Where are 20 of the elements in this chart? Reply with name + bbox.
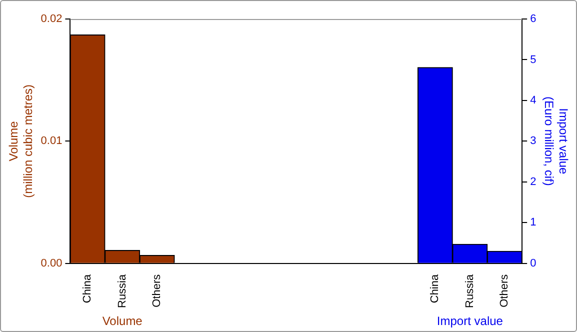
y2-tick-label: 1: [530, 216, 536, 229]
x-tick-label: Russia: [116, 273, 128, 308]
y2-axis-title: Import value (Euro million, cif): [542, 96, 570, 186]
x-tick-label: China: [429, 274, 442, 304]
y2-tick-label: 2: [530, 176, 536, 188]
y2-tick-label: 4: [530, 94, 536, 106]
x-tick-label: Others: [498, 274, 511, 308]
x-tick-label: Others: [151, 274, 164, 308]
y2-tick-label: 6: [530, 13, 536, 26]
y2-tick-label: 5: [530, 54, 536, 66]
x-tick-label: China: [82, 274, 94, 304]
y2-tick-label: 0: [530, 257, 536, 270]
y-tick-label: 0.01: [40, 135, 62, 148]
text: Import value: [436, 314, 504, 328]
text: Volume: [102, 314, 143, 328]
y2-tick-label: 3: [530, 135, 536, 148]
y-axis-title: Volume (million cubic metres): [6, 84, 35, 198]
y-tick-label: 0.00: [40, 257, 62, 270]
x-tick-label: Russia: [464, 273, 476, 308]
y-tick-label: 0.02: [40, 13, 62, 26]
